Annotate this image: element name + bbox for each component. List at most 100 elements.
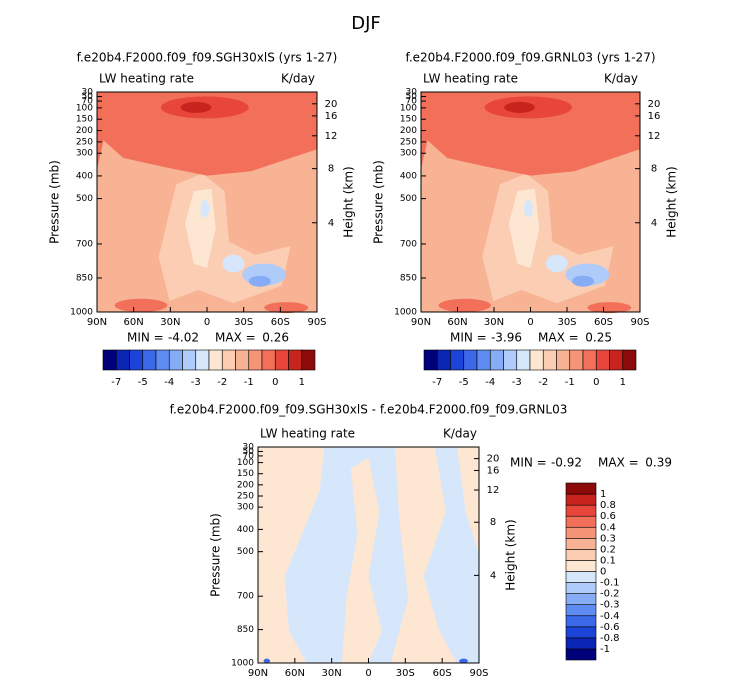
colorbar-label: -4 — [485, 377, 495, 388]
x-tick-label: 90S — [307, 317, 326, 328]
colorbar-box — [582, 349, 597, 371]
colorbar-label: -5 — [459, 377, 469, 388]
y2-tick-label: 16 — [487, 465, 500, 476]
contour-fill — [264, 302, 309, 314]
y-tick-label: 50 — [243, 447, 255, 457]
right-label: K/day — [604, 72, 638, 86]
contour-fill — [587, 302, 632, 314]
colorbar-box — [565, 648, 597, 661]
panel-title: f.e20b4.F2000.f09_f09.SGH30xlS (yrs 1-27… — [77, 51, 338, 65]
colorbar-box — [569, 349, 584, 371]
y-tick-label: 70 — [82, 97, 94, 107]
colorbar-label: -0.3 — [600, 600, 620, 611]
x-tick-label: 30S — [557, 317, 576, 328]
y-tick-label: 200 — [76, 126, 93, 136]
y-tick-label: 30 — [243, 443, 255, 453]
x-tick-label: 60N — [447, 317, 467, 328]
colorbar-box — [274, 349, 289, 371]
x-tick-label: 60S — [594, 317, 613, 328]
x-tick-label: 0 — [204, 317, 210, 328]
colorbar-label: -0.8 — [600, 633, 620, 644]
panel-title: f.e20b4.F2000.f09_f09.GRNL03 (yrs 1-27) — [405, 51, 655, 65]
colorbar-box — [565, 615, 597, 628]
x-tick-label: 0 — [527, 317, 533, 328]
colorbar-label: -1 — [244, 377, 254, 388]
colorbar-label: 1 — [299, 377, 305, 388]
colorbar-box — [565, 538, 597, 550]
x-tick-label: 30N — [160, 317, 180, 328]
contour-fill — [456, 447, 479, 555]
colorbar-box — [622, 349, 637, 371]
y-tick-label: 250 — [76, 137, 93, 147]
x-tick-label: 30N — [322, 668, 342, 679]
y-tick-label: 70 — [406, 97, 418, 107]
colorbar-label: -1 — [600, 644, 610, 655]
y2-tick-label: 16 — [325, 111, 338, 122]
min-value: -3.96 — [491, 331, 522, 345]
colorbar-box — [529, 349, 544, 371]
colorbar-box — [542, 349, 557, 371]
colorbar-box — [503, 349, 518, 371]
colorbar-box — [565, 515, 597, 528]
y-tick-label: 300 — [237, 503, 254, 513]
colorbar-label: 0.8 — [600, 500, 616, 511]
colorbar-box — [208, 349, 223, 371]
panel-title: f.e20b4.F2000.f09_f09.SGH30xlS - f.e20b4… — [170, 403, 568, 417]
colorbar-box — [489, 349, 504, 371]
max-value: 0.26 — [262, 331, 289, 345]
colorbar-label: -2 — [538, 377, 548, 388]
y-tick-label: 850 — [76, 273, 93, 283]
contour-fill — [222, 254, 245, 273]
x-tick-label: 60S — [271, 317, 290, 328]
figure-title: DJF — [351, 13, 381, 34]
colorbar-box — [115, 349, 130, 371]
colorbar-box — [565, 560, 597, 572]
contour-fill — [258, 447, 325, 663]
y-tick-label: 50 — [82, 92, 94, 102]
y2-tick-label: 4 — [328, 218, 334, 229]
contour-fill — [572, 275, 595, 287]
y2-tick-label: 8 — [328, 164, 334, 175]
x-tick-label: 0 — [365, 668, 371, 679]
colorbar-box — [423, 349, 438, 371]
colorbar-label: -3 — [512, 377, 522, 388]
colorbar-box — [565, 604, 597, 617]
y-axis-label: Pressure (mb) — [372, 160, 386, 244]
colorbar-box — [565, 526, 597, 539]
contour-fill — [97, 92, 317, 176]
colorbar-box — [450, 349, 465, 371]
max-label: MAX = — [598, 456, 639, 470]
y2-axis-label: Height (km) — [342, 166, 356, 237]
colorbar-box — [463, 349, 478, 371]
colorbar-box — [195, 349, 210, 371]
y-tick-label: 200 — [400, 126, 417, 136]
colorbar-label: -3 — [191, 377, 201, 388]
colorbar-box — [565, 637, 597, 650]
y2-tick-label: 8 — [490, 517, 496, 528]
y-axis-label: Pressure (mb) — [209, 513, 223, 597]
x-tick-label: 60N — [285, 668, 305, 679]
colorbar-label: 0 — [272, 377, 278, 388]
y-tick-label: 500 — [400, 194, 417, 204]
y2-axis-label: Height (km) — [665, 166, 679, 237]
colorbar-box — [565, 482, 597, 495]
y2-tick-label: 8 — [651, 164, 657, 175]
contour-fill — [390, 447, 457, 663]
colorbar-box — [565, 549, 597, 561]
y-tick-label: 1000 — [394, 308, 417, 318]
contour-fill — [180, 101, 212, 113]
min-label: MIN = — [510, 456, 547, 470]
min-label: MIN = — [127, 331, 164, 345]
y-tick-label: 1000 — [70, 308, 93, 318]
y-tick-label: 250 — [400, 137, 417, 147]
y-tick-label: 850 — [237, 625, 254, 635]
colorbar-box — [142, 349, 157, 371]
y2-tick-label: 4 — [651, 218, 657, 229]
colorbar-box — [102, 349, 117, 371]
colorbar-box — [565, 626, 597, 639]
colorbar-label: -0.2 — [600, 589, 620, 600]
colorbar-label: -7 — [432, 377, 442, 388]
contour-fill — [523, 199, 533, 218]
y-tick-label: 100 — [76, 103, 93, 113]
y2-tick-label: 12 — [325, 131, 338, 142]
